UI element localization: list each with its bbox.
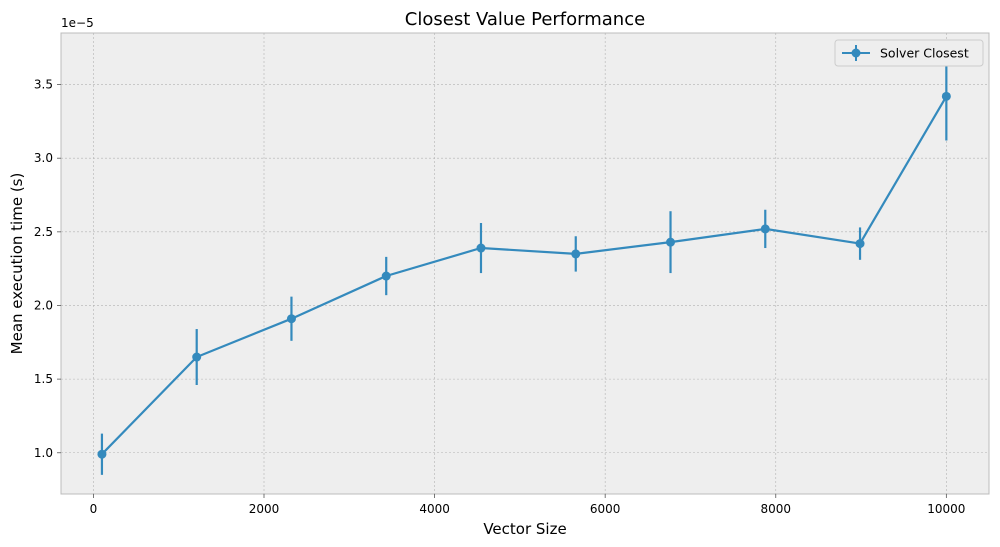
legend-box xyxy=(834,39,984,67)
x-tick-label: 4000 xyxy=(419,502,450,516)
data-point xyxy=(286,314,296,324)
ticks: 0 2000 4000 6000 8000 10000 1.0 1.5 2.0 2.5 3.0 3.5 xyxy=(34,78,966,516)
data-point xyxy=(571,249,581,259)
data-point xyxy=(476,243,486,253)
x-tick-label: 2000 xyxy=(249,502,280,516)
data-point xyxy=(941,91,951,101)
series-layer xyxy=(97,52,951,475)
y-tick-label: 3.5 xyxy=(34,78,53,92)
y-tick-label: 1.0 xyxy=(34,446,53,460)
x-tick-label: 0 xyxy=(90,502,98,516)
data-point xyxy=(381,271,391,281)
data-point xyxy=(760,224,770,234)
x-tick-label: 8000 xyxy=(760,502,791,516)
x-tick-label: 10000 xyxy=(927,502,965,516)
legend: Solver Closest xyxy=(834,39,984,67)
legend-label: Solver Closest xyxy=(880,46,969,61)
data-point xyxy=(666,237,676,247)
y-tick-label: 1.5 xyxy=(34,372,53,386)
y-tick-label: 2.0 xyxy=(34,298,53,312)
y-tick-label: 3.0 xyxy=(34,151,53,165)
plot-area xyxy=(60,32,990,495)
x-tick-label: 6000 xyxy=(590,502,621,516)
y-offset-label: 1e−5 xyxy=(61,16,94,30)
grid xyxy=(61,33,989,494)
legend-marker xyxy=(851,48,861,58)
chart-title: Closest Value Performance xyxy=(405,9,645,30)
x-axis-title: Vector Size xyxy=(483,520,566,538)
data-point xyxy=(192,352,202,362)
series-line xyxy=(101,95,948,455)
y-tick-label: 2.5 xyxy=(34,225,53,239)
data-point xyxy=(97,449,107,459)
y-axis-title: Mean execution time (s) xyxy=(8,173,26,355)
data-point xyxy=(855,239,865,249)
